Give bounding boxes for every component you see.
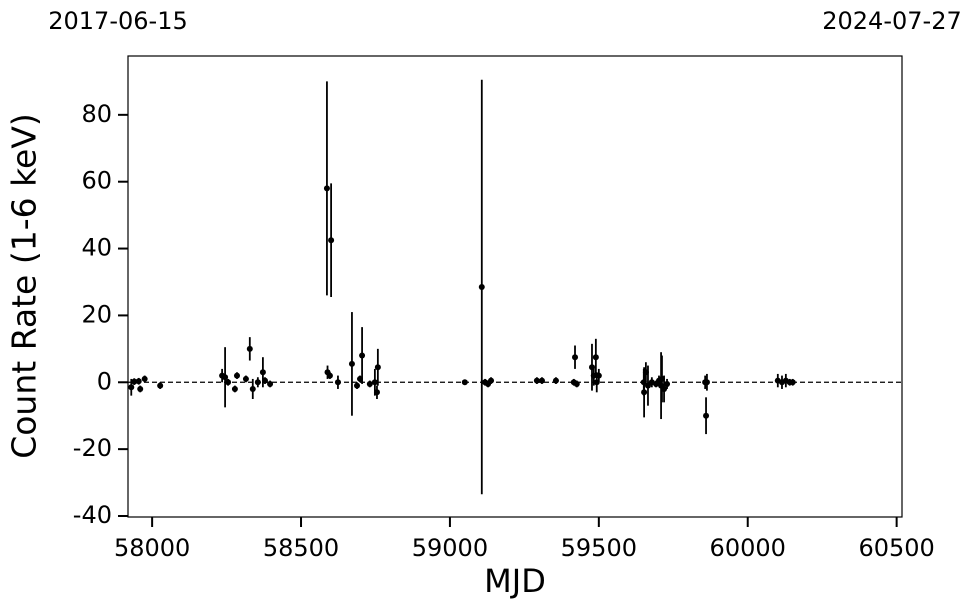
data-point — [573, 380, 580, 387]
data-point — [231, 385, 238, 392]
data-point — [323, 185, 330, 192]
data-point — [249, 385, 256, 392]
y-tick-label: 40 — [81, 234, 112, 262]
data-point — [366, 380, 373, 387]
data-point — [328, 237, 335, 244]
data-point — [326, 372, 333, 379]
x-tick-label: 58500 — [263, 534, 339, 562]
y-tick-label: 0 — [97, 367, 112, 395]
data-point — [595, 372, 602, 379]
top-date-label: 2017-06-15 — [48, 7, 187, 35]
data-point — [538, 377, 545, 384]
data-point — [137, 385, 144, 392]
data-point — [135, 378, 142, 385]
y-tick-label: 60 — [81, 167, 112, 195]
data-point — [661, 385, 668, 392]
data-point — [373, 389, 380, 396]
x-tick-label: 59500 — [561, 534, 637, 562]
data-point — [461, 379, 468, 386]
data-point — [664, 380, 671, 387]
data-point — [254, 379, 261, 386]
y-tick-label: -20 — [73, 434, 112, 462]
data-point — [644, 382, 651, 389]
data-point — [641, 389, 648, 396]
y-tick-label: 80 — [81, 100, 112, 128]
top-date-label: 2024-07-27 — [822, 7, 961, 35]
data-point — [233, 372, 240, 379]
data-point — [259, 369, 266, 376]
data-point — [572, 354, 579, 361]
data-point — [488, 377, 495, 384]
data-point — [592, 354, 599, 361]
data-point — [478, 284, 485, 291]
x-tick-label: 60500 — [858, 534, 934, 562]
data-point — [246, 345, 253, 352]
data-point — [128, 384, 135, 391]
data-point — [348, 360, 355, 367]
data-point — [552, 377, 559, 384]
data-point — [789, 379, 796, 386]
x-axis-label: MJD — [484, 562, 546, 600]
data-point — [334, 379, 341, 386]
y-tick-label: 20 — [81, 300, 112, 328]
data-point — [261, 377, 268, 384]
plot-frame — [127, 55, 903, 518]
data-point — [141, 375, 148, 382]
data-point — [242, 375, 249, 382]
x-tick-label: 59000 — [412, 534, 488, 562]
data-point — [157, 382, 164, 389]
x-tick-label: 58000 — [114, 534, 190, 562]
data-point — [225, 379, 232, 386]
x-tick-label: 60000 — [710, 534, 786, 562]
data-point — [371, 379, 378, 386]
data-point — [533, 377, 540, 384]
data-point — [703, 412, 710, 419]
data-point — [222, 374, 229, 381]
y-tick-label: -40 — [73, 501, 112, 529]
data-point — [359, 352, 366, 359]
data-point — [131, 378, 138, 385]
y-axis-label: Count Rate (1-6 keV) — [5, 113, 44, 459]
data-point — [267, 380, 274, 387]
data-point — [354, 382, 361, 389]
data-point — [374, 364, 381, 371]
data-point — [703, 379, 710, 386]
